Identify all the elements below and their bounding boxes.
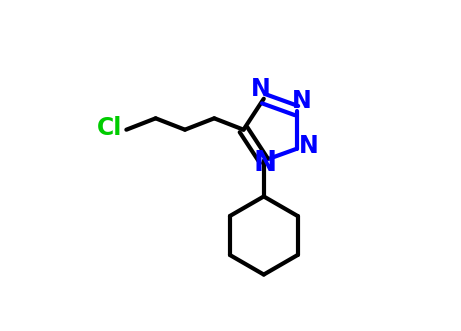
Text: N: N bbox=[251, 77, 271, 101]
Text: N: N bbox=[291, 89, 311, 113]
Text: N: N bbox=[299, 134, 319, 158]
Text: Cl: Cl bbox=[97, 116, 122, 140]
Text: N: N bbox=[254, 149, 277, 177]
